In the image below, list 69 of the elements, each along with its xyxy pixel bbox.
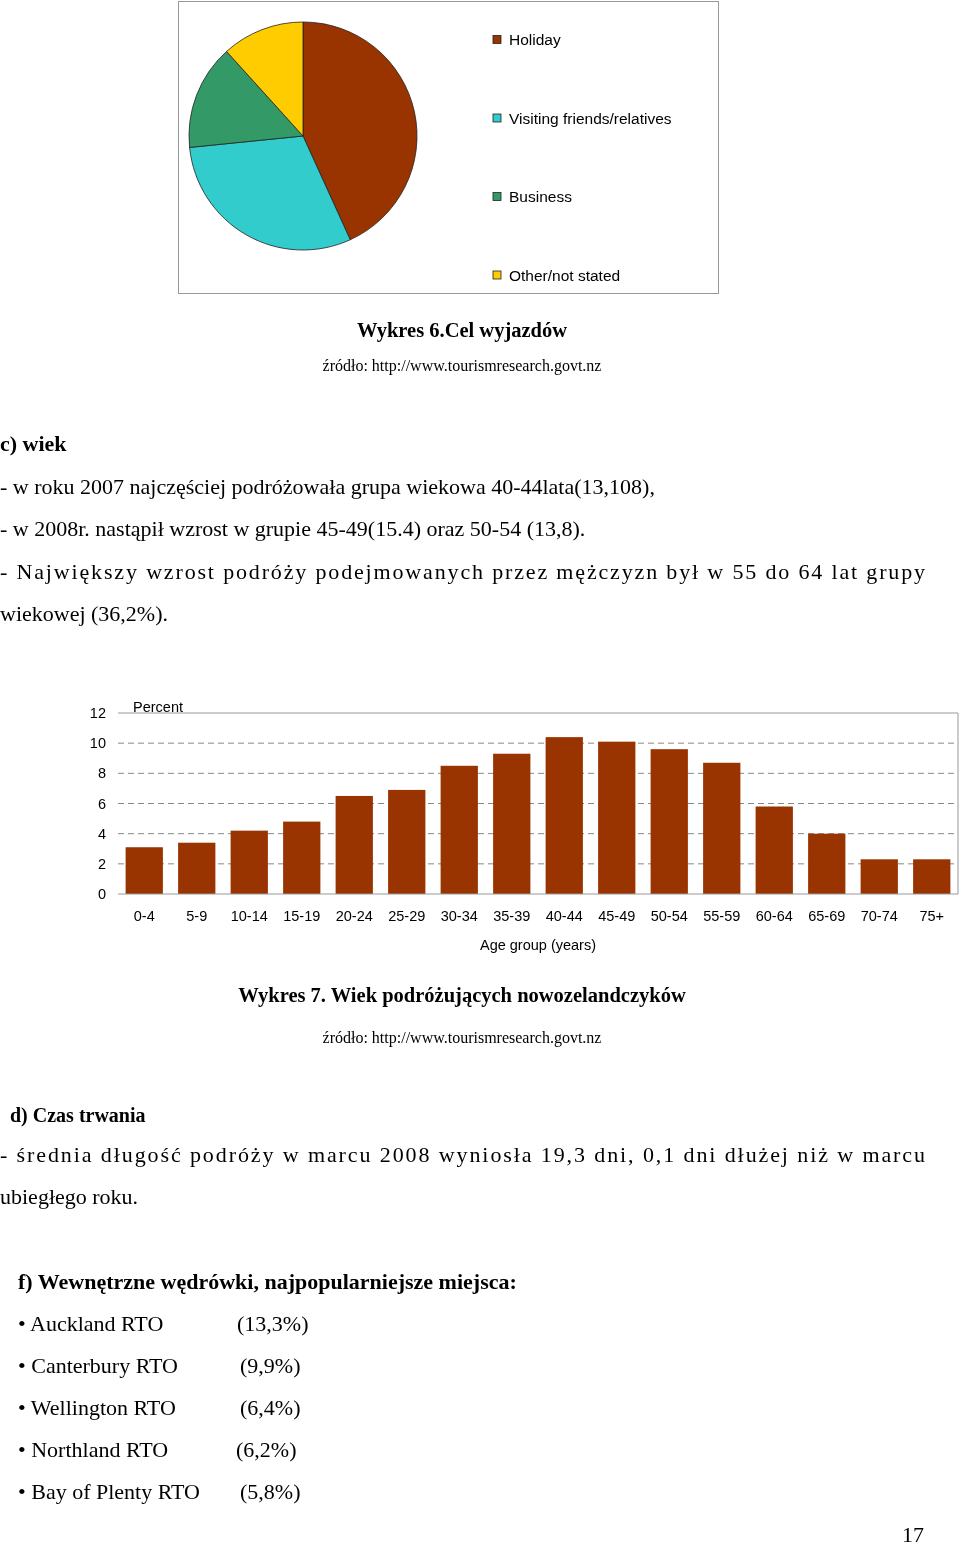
text: d) Czas trwania (10, 1104, 146, 1127)
x-tick-label: 5-9 (186, 908, 208, 925)
y-tick-label: 2 (97, 855, 106, 872)
text: (13,3%) (237, 1311, 309, 1336)
text: (9,9%) (240, 1353, 301, 1378)
text: 17 (902, 1522, 924, 1544)
text: Wykres 6.Cel wyjazdów (356, 319, 568, 342)
x-tick-label: 50-54 (650, 908, 688, 925)
text: c) wiek (0, 431, 68, 456)
x-tick-label: 75+ (919, 908, 945, 925)
bar (545, 737, 583, 894)
text: • Auckland RTO (18, 1311, 164, 1336)
bar (493, 753, 531, 894)
y-tick-label: 6 (97, 795, 106, 812)
text: źródło: http://www.tourismresearch.govt.nz (322, 1029, 602, 1047)
x-tick-label: 70-74 (860, 908, 898, 925)
y-axis-title: Percent (133, 699, 183, 715)
text: • Canterbury RTO (18, 1353, 178, 1378)
x-tick-label: 10-14 (230, 908, 268, 925)
text: - w roku 2007 najczęściej podróżowała grupa wiekowa 40-44lata(13,108), (0, 474, 655, 499)
bar (388, 789, 426, 894)
bar (860, 859, 898, 894)
text: (5,8%) (240, 1479, 301, 1504)
bar (703, 762, 741, 894)
text: f) Wewnętrzne wędrówki, najpopularniejsze miejsca: (18, 1269, 517, 1294)
legend-label: Business (509, 188, 573, 205)
text: - w 2008r. nastąpił wzrost w grupie 45-49(15.4) oraz 50-54 (13,8). (0, 516, 586, 541)
bar (913, 859, 951, 894)
text: (6,4%) (240, 1395, 301, 1420)
bar (283, 821, 321, 894)
x-tick-label: 25-29 (388, 908, 426, 925)
text: • Northland RTO (18, 1437, 169, 1462)
y-tick-label: 8 (97, 765, 106, 782)
x-axis-title: Age group (years) (479, 937, 597, 953)
bar (598, 741, 636, 894)
text: - średnia długość podróży w marcu 2008 wyniosła 19,3 dni, 0,1 dni dłużej niż w marcu (0, 1142, 925, 1167)
y-tick-label: 10 (89, 735, 106, 752)
text: ubiegłego roku. (0, 1184, 139, 1209)
text: źródło: http://www.tourismresearch.govt.nz (322, 357, 602, 375)
x-tick-label: 30-34 (440, 908, 478, 925)
text: • Wellington RTO (18, 1395, 176, 1420)
text: Wykres 7. Wiek podróżujących nowozelandczyków (238, 984, 686, 1007)
x-tick-label: 45-49 (598, 908, 636, 925)
bar (650, 749, 688, 894)
x-tick-label: 15-19 (283, 908, 321, 925)
text: wiekowej (36,2%). (0, 601, 169, 626)
y-tick-label: 12 (89, 705, 106, 722)
bar (178, 842, 216, 894)
text: • Bay of Plenty RTO (18, 1479, 200, 1504)
x-tick-label: 55-59 (703, 908, 741, 925)
x-tick-label: 40-44 (545, 908, 583, 925)
x-tick-label: 65-69 (808, 908, 846, 925)
y-tick-label: 0 (97, 886, 106, 903)
text: - Największy wzrost podróży podejmowanych przez mężczyzn był w 55 do 64 lat grupy (0, 559, 925, 584)
y-tick-label: 4 (97, 825, 106, 842)
x-tick-label: 60-64 (755, 908, 793, 925)
legend-label: Visiting friends/relatives (509, 109, 672, 127)
x-tick-label: 0-4 (133, 908, 155, 925)
x-tick-label: 35-39 (493, 908, 531, 925)
bar (440, 765, 478, 894)
x-tick-label: 20-24 (335, 908, 373, 925)
legend-label: Holiday (509, 31, 561, 48)
bar (335, 795, 373, 894)
bar (125, 847, 163, 894)
bar (230, 830, 268, 894)
text: (6,2%) (236, 1437, 297, 1462)
bar (808, 833, 846, 894)
bar (755, 806, 793, 894)
legend-label: Other/not stated (509, 266, 621, 284)
